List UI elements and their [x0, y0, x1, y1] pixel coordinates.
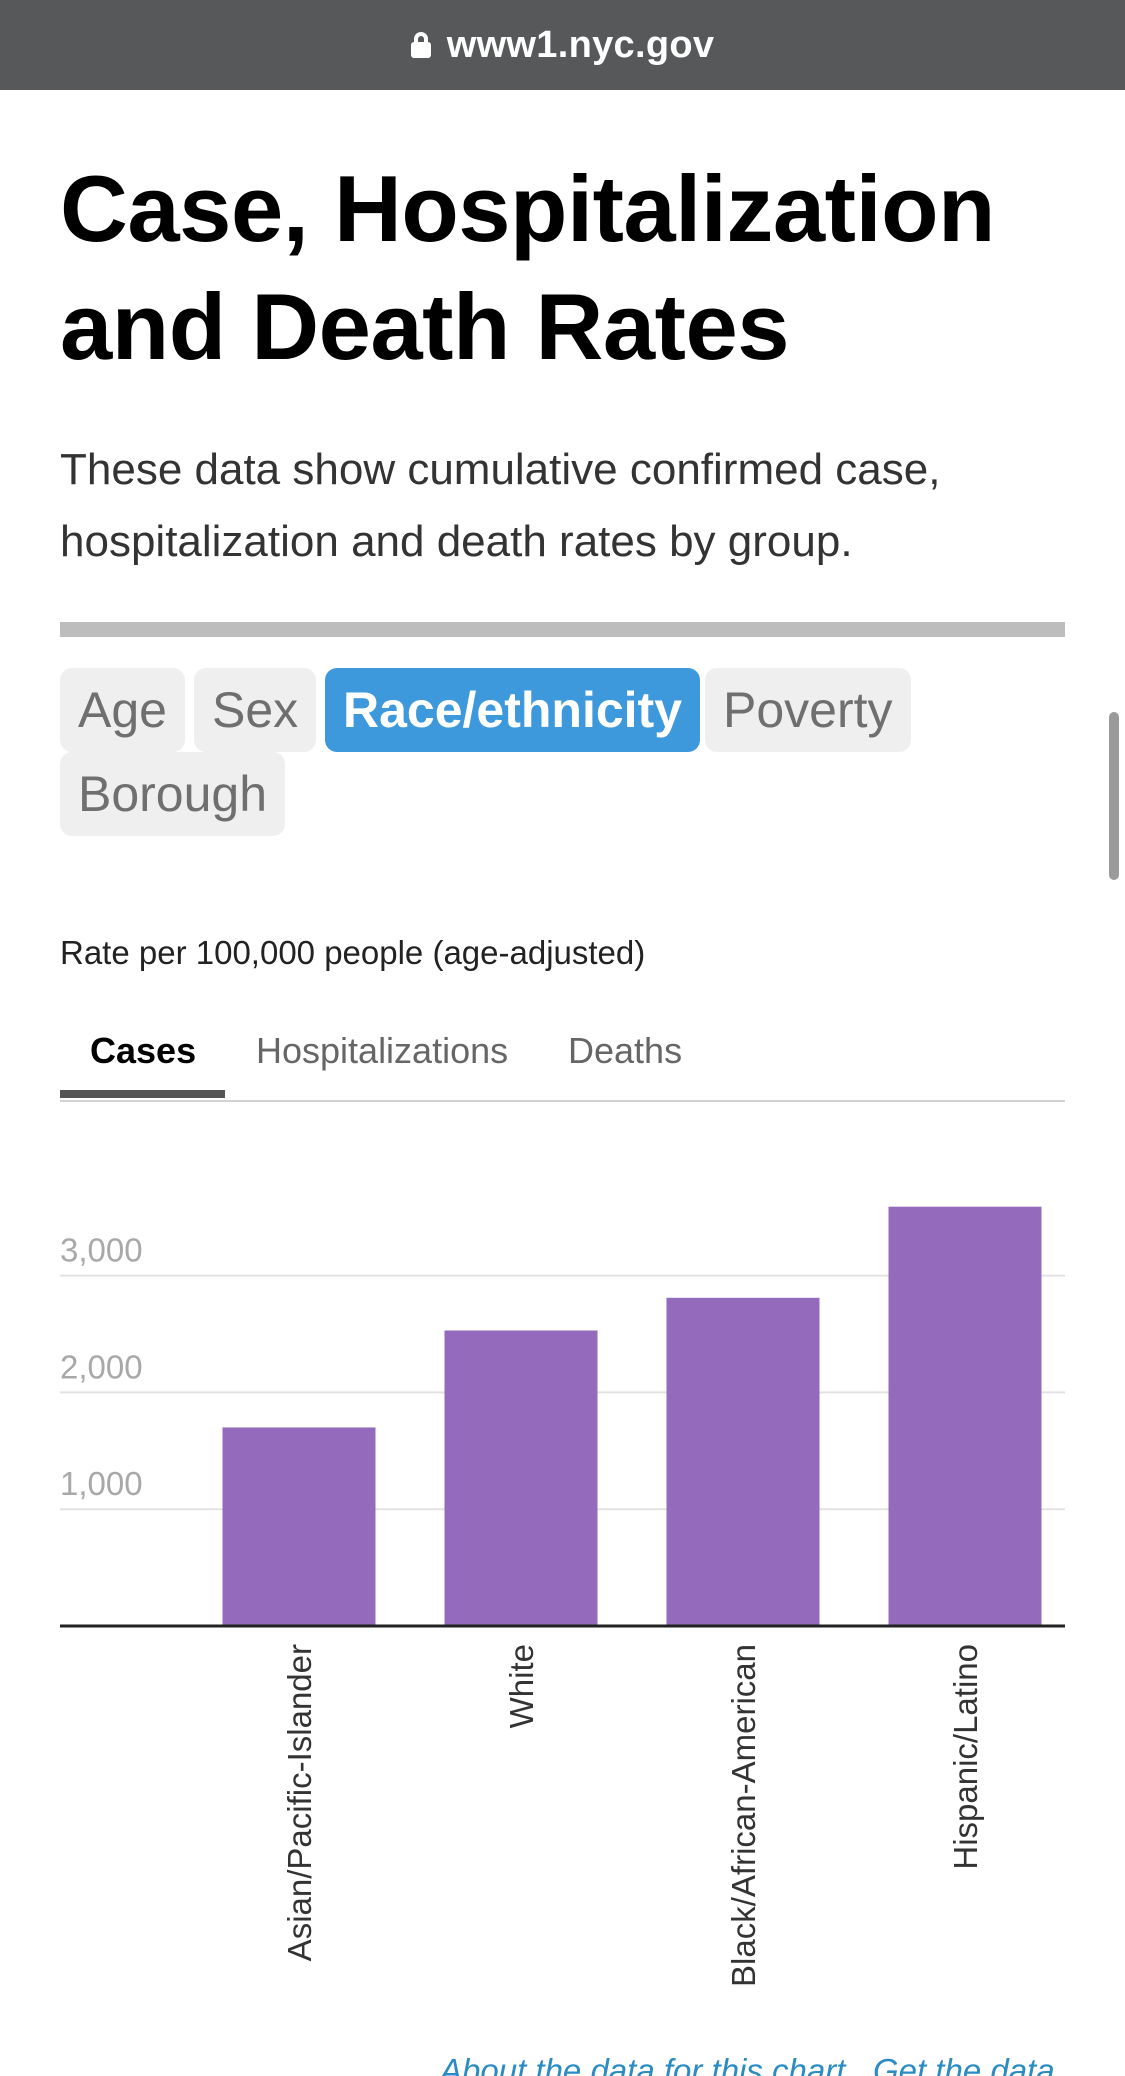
scrollbar[interactable] [1109, 712, 1119, 880]
y-tick-label: 2,000 [60, 1348, 143, 1385]
x-tick-label: White [503, 1644, 540, 1728]
group-tab-borough[interactable]: Borough [60, 752, 286, 836]
x-tick-label: Hispanic/Latino [947, 1644, 984, 1870]
section-divider [60, 622, 1065, 637]
subtitle-line1: These data show cumulative confirmed cas… [60, 445, 941, 494]
about-data-link[interactable]: About the data for this chart [440, 2052, 846, 2076]
tab-deaths[interactable]: Deaths [568, 1030, 683, 1071]
page-subtitle: These data show cumulative confirmed cas… [60, 434, 1090, 578]
tab-hospitalizations[interactable]: Hospitalizations [256, 1030, 509, 1071]
group-tab-sex[interactable]: Sex [194, 668, 317, 752]
y-tick-label: 1,000 [60, 1465, 143, 1502]
y-tick-label: 3,000 [60, 1232, 143, 1269]
get-data-link[interactable]: Get the data [872, 2052, 1055, 2076]
browser-address-bar[interactable]: www1.nyc.gov [0, 0, 1125, 90]
x-tick-label: Black/African-American [725, 1644, 762, 1987]
group-tab-age[interactable]: Age [60, 668, 185, 752]
tab-cases[interactable]: Cases [90, 1030, 197, 1071]
group-tab-poverty[interactable]: Poverty [705, 668, 911, 752]
chart-footer-links: About the data for this chart Get the da… [440, 2052, 1055, 2076]
lock-icon [410, 32, 431, 58]
active-tab-indicator [60, 1090, 225, 1098]
x-tick-label: Asian/Pacific-Islander [281, 1644, 318, 1961]
bar-chart: 1,000 2,000 3,000 Asian/Pacific-Islander Wh… [60, 1206, 1065, 1987]
page-title-line2: and Death Rates [60, 274, 790, 379]
url-text[interactable]: www1.nyc.gov [446, 23, 715, 66]
rate-label: Rate per 100,000 people (age-adjusted) [60, 934, 646, 971]
bar[interactable] [222, 1427, 376, 1626]
bar[interactable] [888, 1206, 1042, 1626]
page-title: Case, Hospitalization and Death Rates [60, 150, 1080, 386]
bar[interactable] [444, 1330, 598, 1626]
bar[interactable] [666, 1297, 820, 1626]
page-title-line1: Case, Hospitalization [60, 156, 995, 261]
group-tab-race-ethnicity[interactable]: Race/ethnicity [325, 668, 701, 752]
subtitle-line2: hospitalization and death rates by group… [60, 517, 853, 566]
metric-tabs: Cases Hospitalizations Deaths [60, 1020, 1065, 1102]
